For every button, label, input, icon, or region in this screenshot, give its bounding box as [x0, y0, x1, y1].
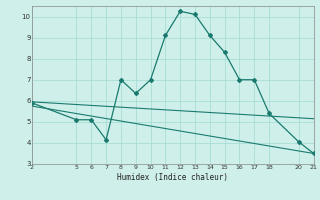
X-axis label: Humidex (Indice chaleur): Humidex (Indice chaleur)	[117, 173, 228, 182]
